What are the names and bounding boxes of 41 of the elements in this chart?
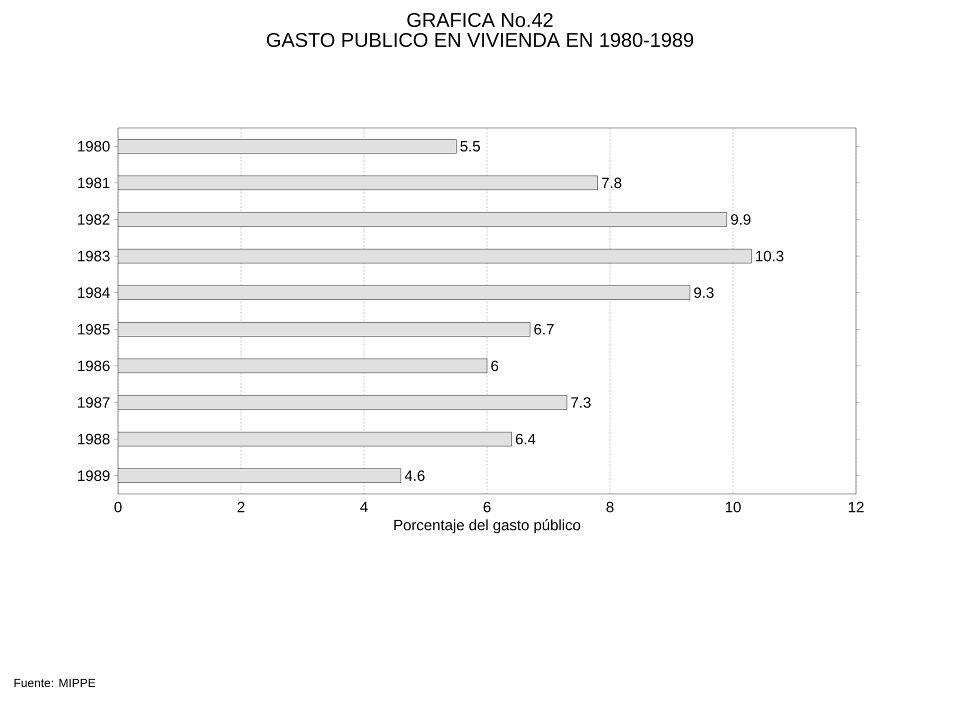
bar [118,322,530,336]
data-label: 9.9 [731,214,750,225]
source-note: Fuente: MIPPE [14,678,96,688]
data-label: 9.3 [694,287,714,298]
x-tick-label: 12 [848,502,864,512]
data-label: 7.3 [571,397,591,408]
x-tick-label: 4 [360,502,368,512]
bar [118,248,752,264]
bar [118,139,456,154]
x-tick-label: 6 [484,502,491,512]
bar [118,432,512,446]
x-tick-label: 8 [606,502,614,512]
data-label: 5.5 [460,141,480,152]
y-tick-label: 1989 [78,470,110,481]
y-tick-label: 1982 [78,214,110,225]
y-tick-label: 1984 [78,287,110,298]
y-tick-label: 1980 [78,140,110,152]
chart-subtitle: GASTO PUBLICO EN VIVIENDA EN 1980-1989 [266,32,694,48]
bar [118,395,568,410]
bar [118,358,488,374]
y-tick-label: 1985 [78,324,110,335]
bar [118,468,402,483]
data-label: 6 [491,360,498,372]
data-label: 7.8 [602,178,622,188]
x-axis-title: Porcentaje del gasto público [394,519,580,534]
x-tick-label: 2 [238,502,244,512]
x-tick-label: 10 [726,502,741,512]
y-tick-label: 1987 [78,397,110,408]
bar [118,212,728,227]
data-label: 10.3 [756,250,784,262]
data-label: 4.6 [404,470,425,481]
x-tick-label: 0 [114,502,122,512]
bar [118,176,598,190]
y-tick-label: 1983 [78,250,110,262]
data-label: 6.4 [516,434,536,444]
y-tick-label: 1988 [78,434,110,444]
bar [118,285,690,300]
y-tick-label: 1981 [78,178,110,188]
y-tick-label: 1986 [78,360,110,372]
data-label: 6.7 [534,324,554,335]
chart-title: GRAFICA No.42 [407,12,553,28]
